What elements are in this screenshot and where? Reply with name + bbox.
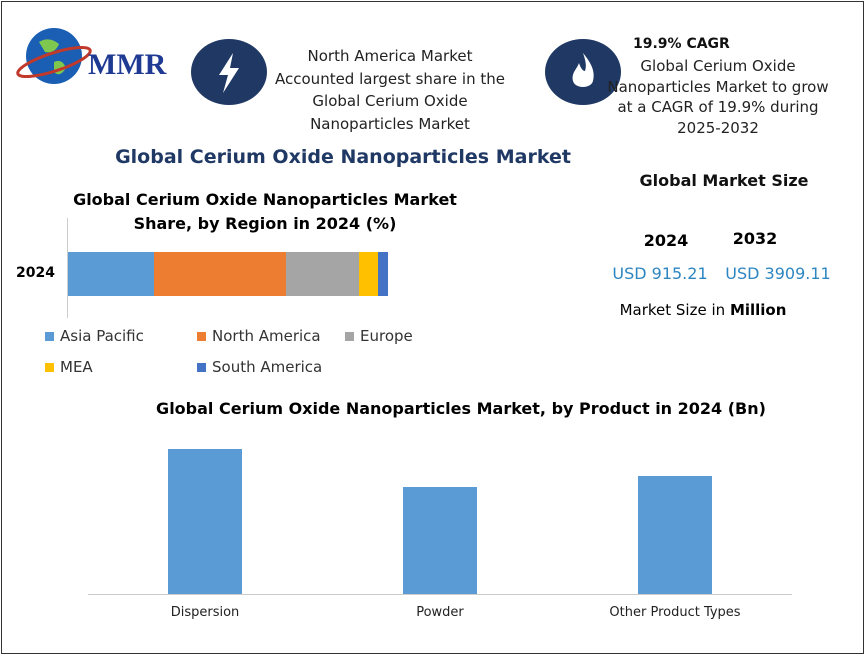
bar-segment (68, 252, 155, 296)
info-left: North America Market Accounted largest sh… (275, 45, 505, 135)
x-tick-label: Powder (416, 605, 464, 620)
unit-note: Market Size in Million (620, 301, 787, 319)
legend-label: North America (212, 327, 321, 345)
bar-segment (154, 252, 286, 296)
logo-text: MMR (88, 48, 167, 81)
market-size-title: Global Market Size (639, 171, 809, 190)
legend-swatch (197, 332, 206, 341)
x-tick-label: Other Product Types (609, 605, 741, 620)
logo-globe (16, 28, 92, 84)
legend-label: MEA (60, 358, 93, 376)
icon-flame (545, 39, 621, 105)
legend-label: Europe (360, 327, 413, 345)
info-line: Accounted largest share in the (275, 69, 505, 88)
legend-swatch (345, 332, 354, 341)
info-line: North America Market (307, 47, 473, 65)
bar (403, 486, 477, 594)
market-value: USD 915.21 (612, 264, 708, 283)
icon-lightning (191, 39, 267, 105)
chart-title: Global Cerium Oxide Nanoparticles Market… (156, 399, 766, 418)
axis-line (67, 218, 68, 318)
legend-swatch (45, 363, 54, 372)
unit-prefix: Market Size in (619, 301, 726, 319)
chart-title: Global Cerium Oxide Nanoparticles Market… (73, 190, 457, 233)
bar-segment (378, 252, 388, 296)
unit: Million (729, 301, 787, 319)
info-line: at a CAGR of 19.9% during (617, 98, 819, 116)
info-line: 2025-2032 (677, 118, 759, 137)
market-value: USD 3909.11 (725, 264, 831, 283)
legend-label: South America (212, 358, 323, 376)
cagr-heading: 19.9% CAGR (633, 36, 730, 52)
legend-swatch (45, 332, 54, 341)
bar-segment (359, 252, 379, 296)
y-tick-label: 2024 (16, 265, 55, 281)
info-line: Nanoparticles Market to grow (607, 77, 829, 96)
main-title: Global Cerium Oxide Nanoparticles Market (115, 146, 571, 168)
info-line: Nanoparticles Market (310, 114, 470, 133)
info-line: Global Cerium Oxide (312, 92, 468, 110)
year: 2032 (732, 229, 778, 248)
legend-swatch (197, 363, 206, 372)
info-line: Global Cerium Oxide (640, 57, 796, 75)
axis-line (88, 594, 792, 595)
info-right: Global Cerium Oxide Nanoparticles Market … (607, 56, 828, 138)
year: 2024 (643, 231, 689, 250)
bar (638, 476, 712, 594)
x-tick-label: Dispersion (170, 605, 240, 620)
bar-segment (285, 252, 360, 296)
legend-label: Asia Pacific (60, 327, 144, 345)
bar (168, 448, 242, 594)
